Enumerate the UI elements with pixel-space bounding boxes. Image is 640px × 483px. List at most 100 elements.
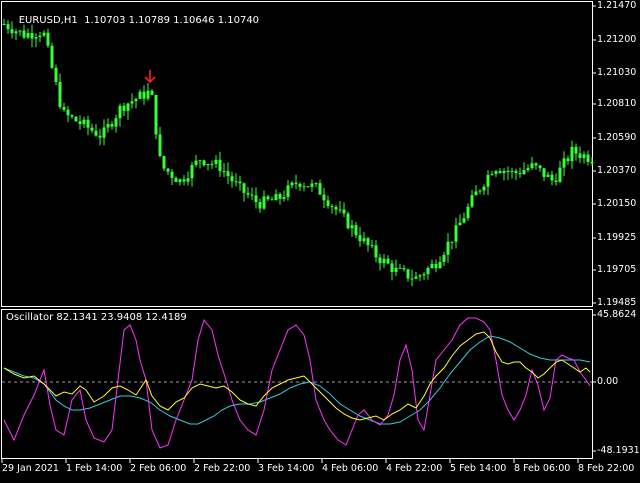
candle xyxy=(522,162,526,176)
symbol-title: EURUSD,H1 1.10703 1.10789 1.10646 1.1074… xyxy=(6,4,259,37)
candle xyxy=(550,170,554,186)
candle xyxy=(46,28,50,48)
candle xyxy=(574,143,578,161)
oscillator-yellow-line xyxy=(3,331,591,421)
candle xyxy=(118,103,122,127)
candle xyxy=(262,190,266,210)
candle xyxy=(294,174,298,189)
candle xyxy=(38,31,42,43)
main-panel-frame xyxy=(1,1,593,307)
ohlc-values: 1.10703 1.10789 1.10646 1.10740 xyxy=(84,15,260,26)
candle xyxy=(138,89,142,100)
candle xyxy=(566,155,570,165)
oscillator-panel-frame xyxy=(1,309,593,459)
candle xyxy=(538,164,542,172)
candle xyxy=(306,186,310,188)
time-label: 8 Feb 22:00 xyxy=(578,463,635,474)
candle xyxy=(258,198,262,213)
candle xyxy=(2,18,6,26)
candle xyxy=(546,171,550,178)
candle xyxy=(298,182,302,192)
oscillator-magenta-line xyxy=(3,317,591,449)
candle xyxy=(366,237,370,252)
candle xyxy=(458,214,462,226)
candle xyxy=(178,178,182,186)
candle xyxy=(578,146,582,164)
price-label: 1.21030 xyxy=(597,67,637,78)
candle xyxy=(54,64,58,86)
candle xyxy=(338,201,342,214)
candle xyxy=(370,239,374,249)
candle xyxy=(282,190,286,202)
candle xyxy=(558,160,562,183)
price-label: 1.20590 xyxy=(597,132,637,143)
time-label: 2 Feb 22:00 xyxy=(194,463,251,474)
candle xyxy=(106,118,110,133)
candle xyxy=(450,241,454,250)
candle xyxy=(222,162,226,178)
candle xyxy=(466,203,470,221)
candle xyxy=(430,259,434,269)
candle xyxy=(322,188,326,208)
candle xyxy=(494,169,498,178)
candle xyxy=(62,102,66,112)
candle xyxy=(146,82,150,101)
price-label: 1.19705 xyxy=(597,264,637,275)
candle xyxy=(270,196,274,201)
candle xyxy=(350,219,354,237)
candle xyxy=(94,123,98,137)
candle xyxy=(190,161,194,187)
candle xyxy=(266,194,270,202)
candle xyxy=(150,89,154,96)
candle xyxy=(166,168,170,175)
candle xyxy=(34,33,38,48)
candle xyxy=(394,259,398,277)
candle xyxy=(486,170,490,196)
candle xyxy=(318,179,322,195)
price-label: 1.19925 xyxy=(597,232,637,243)
candle xyxy=(202,159,206,167)
candle xyxy=(30,24,34,48)
candle xyxy=(382,254,386,268)
candle xyxy=(278,192,282,205)
oscillator-scale-label: -48.1931 xyxy=(597,445,640,456)
candle xyxy=(154,94,158,140)
candle xyxy=(402,264,406,272)
candle xyxy=(518,167,522,178)
candle xyxy=(314,182,318,188)
candle xyxy=(234,173,238,187)
candle xyxy=(446,233,450,263)
candle xyxy=(90,123,94,134)
candle xyxy=(74,116,78,122)
price-label: 1.20150 xyxy=(597,198,637,209)
oscillator-scale-label: 0.00 xyxy=(597,376,619,387)
candle xyxy=(426,266,430,280)
candle xyxy=(478,189,482,195)
time-label: 4 Feb 22:00 xyxy=(386,463,443,474)
oscillator-header: Oscillator 82.1341 23.9408 12.4189 xyxy=(6,312,187,323)
price-label: 1.21470 xyxy=(597,0,637,11)
candle xyxy=(570,140,574,169)
candle xyxy=(238,175,242,191)
candle xyxy=(246,187,250,199)
candle xyxy=(22,24,26,39)
candle xyxy=(454,217,458,249)
candle xyxy=(134,97,138,109)
candle xyxy=(342,202,346,218)
candle xyxy=(14,28,18,41)
candle xyxy=(162,155,166,172)
candle xyxy=(542,168,546,181)
candle xyxy=(422,272,426,281)
candle xyxy=(534,162,538,170)
time-label: 2 Feb 06:00 xyxy=(130,463,187,474)
candle xyxy=(110,121,114,130)
candle xyxy=(114,114,118,133)
candle xyxy=(398,263,402,269)
candle xyxy=(102,119,106,146)
candle xyxy=(586,150,590,166)
candle xyxy=(126,102,130,120)
candle xyxy=(50,42,54,70)
time-label: 5 Feb 14:00 xyxy=(450,463,507,474)
